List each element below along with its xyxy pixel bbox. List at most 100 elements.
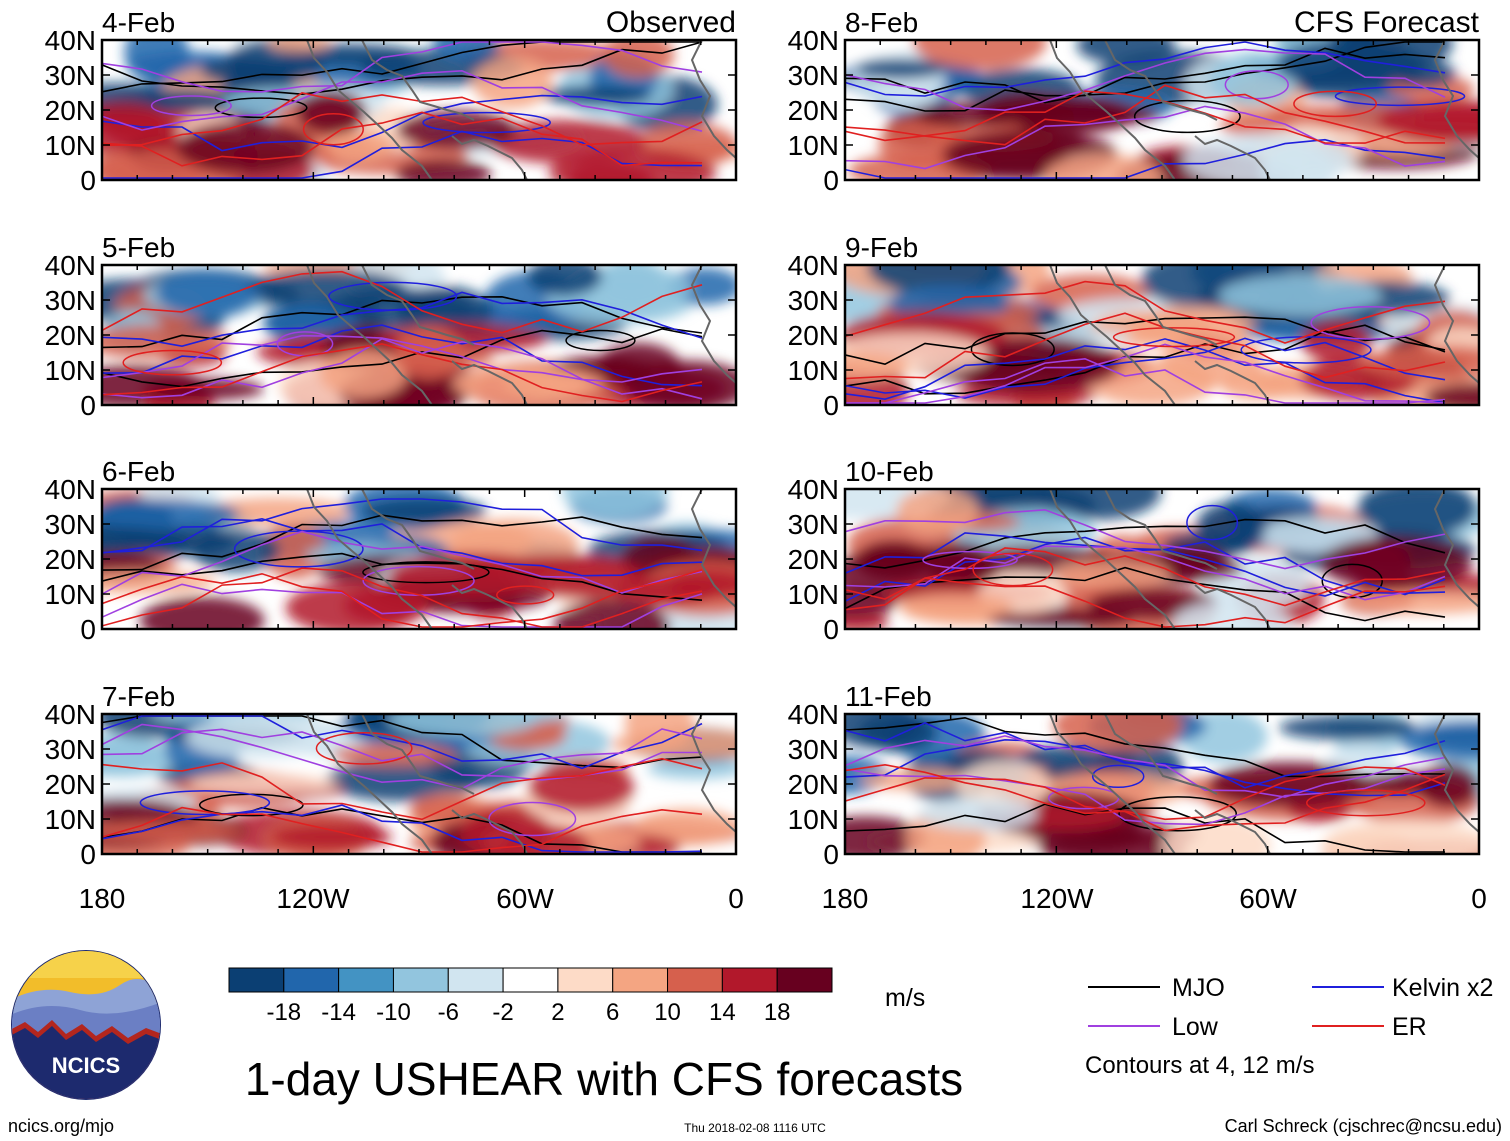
colorbar-swatch bbox=[502, 967, 559, 993]
colorbar-swatch bbox=[721, 967, 778, 993]
lat-tick: 0 bbox=[80, 839, 96, 870]
map-panel: 40N 30N 20N 10N 0 7-Feb bbox=[45, 681, 738, 870]
lat-tick: 30N bbox=[788, 734, 839, 765]
panel-header: Observed bbox=[606, 6, 736, 39]
map-panel: 40N 30N 20N 10N 0 10-Feb bbox=[788, 456, 1481, 645]
lat-tick: 10N bbox=[788, 130, 839, 161]
lat-tick: 40N bbox=[788, 250, 839, 281]
panel-date: 11-Feb bbox=[845, 681, 932, 712]
lat-tick: 0 bbox=[80, 165, 96, 196]
footer-right: Carl Schreck (cjschrec@ncsu.edu) bbox=[1225, 1116, 1502, 1136]
lon-tick: 60W bbox=[1239, 883, 1297, 914]
legend-label-kelvin: Kelvin x2 bbox=[1392, 974, 1493, 1002]
lat-tick: 40N bbox=[788, 474, 839, 505]
lon-tick: 120W bbox=[1020, 883, 1094, 914]
lat-tick: 10N bbox=[45, 579, 96, 610]
lat-tick: 20N bbox=[45, 320, 96, 351]
lat-tick: 40N bbox=[45, 699, 96, 730]
colorbar-label: -18 bbox=[266, 999, 301, 1026]
lon-tick: 60W bbox=[496, 883, 554, 914]
lat-tick: 30N bbox=[788, 285, 839, 316]
lat-tick: 0 bbox=[823, 390, 839, 421]
ncics-logo: NCICS bbox=[11, 950, 161, 1100]
legend-label-er: ER bbox=[1392, 1013, 1427, 1041]
contour-legend: MJO Kelvin x2 Low ER Contours at 4, 12 m… bbox=[1085, 974, 1493, 1079]
colorbar-swatch bbox=[667, 967, 723, 993]
map-panel: 40N 30N 20N 10N 0 8-Feb CFS Forecast bbox=[788, 6, 1481, 196]
colorbar-label: -6 bbox=[438, 999, 459, 1026]
lat-tick: 10N bbox=[788, 579, 839, 610]
main-title: 1-day USHEAR with CFS forecasts bbox=[245, 1053, 963, 1105]
lat-tick: 0 bbox=[80, 390, 96, 421]
legend-label-mjo: MJO bbox=[1172, 974, 1225, 1002]
colorbar-swatch bbox=[557, 967, 614, 993]
lat-tick: 10N bbox=[788, 804, 839, 835]
lat-tick: 30N bbox=[788, 509, 839, 540]
colorbar-label: -2 bbox=[492, 999, 513, 1026]
lat-tick: 0 bbox=[80, 614, 96, 645]
map-panel: 40N 30N 20N 10N 0 6-Feb bbox=[45, 456, 738, 645]
map-panel: 40N 30N 20N 10N 0 11-Feb bbox=[788, 681, 1481, 870]
colorbar-label: 18 bbox=[764, 999, 791, 1026]
panel-header: CFS Forecast bbox=[1294, 6, 1480, 39]
footer-center: Thu 2018-02-08 1116 UTC bbox=[684, 1121, 826, 1135]
lat-tick: 40N bbox=[45, 474, 96, 505]
legend-label-low: Low bbox=[1172, 1013, 1219, 1041]
lat-tick: 40N bbox=[788, 25, 839, 56]
lon-tick: 180 bbox=[822, 883, 869, 914]
colorbar-label: -10 bbox=[376, 999, 411, 1026]
lon-tick: 120W bbox=[276, 883, 350, 914]
colorbar-swatch bbox=[447, 967, 504, 993]
lat-tick: 10N bbox=[45, 355, 96, 386]
colorbar: -18 -14 -10 -6 -2 2 6 10 14 18 bbox=[228, 967, 833, 1026]
lat-tick: 30N bbox=[45, 734, 96, 765]
colorbar-swatch bbox=[338, 967, 394, 993]
logo-text: NCICS bbox=[52, 1053, 120, 1078]
colorbar-label: 10 bbox=[654, 999, 681, 1026]
lat-tick: 20N bbox=[788, 769, 839, 800]
colorbar-swatch bbox=[228, 967, 285, 993]
panel-date: 9-Feb bbox=[845, 232, 918, 263]
panel-date: 5-Feb bbox=[102, 232, 175, 263]
panel-date: 4-Feb bbox=[102, 7, 175, 38]
lat-tick: 40N bbox=[788, 699, 839, 730]
contour-note: Contours at 4, 12 m/s bbox=[1085, 1052, 1314, 1079]
colorbar-label: -14 bbox=[321, 999, 356, 1026]
lat-tick: 20N bbox=[788, 320, 839, 351]
lat-tick: 10N bbox=[788, 355, 839, 386]
colorbar-label: 2 bbox=[551, 999, 564, 1026]
colorbar-unit: m/s bbox=[885, 984, 925, 1012]
footer-left: ncics.org/mjo bbox=[8, 1116, 114, 1136]
panel-date: 7-Feb bbox=[102, 681, 175, 712]
map-panel: 40N 30N 20N 10N 0 4-Feb Observed bbox=[45, 6, 738, 196]
lat-tick: 10N bbox=[45, 804, 96, 835]
lat-tick: 30N bbox=[788, 60, 839, 91]
lat-tick: 40N bbox=[45, 250, 96, 281]
map-panel: 40N 30N 20N 10N 0 9-Feb bbox=[788, 232, 1481, 421]
longitude-axis-left: 180 120W 60W 0 bbox=[79, 883, 744, 914]
lat-tick: 0 bbox=[823, 839, 839, 870]
lat-tick: 20N bbox=[45, 544, 96, 575]
lat-tick: 30N bbox=[45, 509, 96, 540]
lat-tick: 30N bbox=[45, 285, 96, 316]
lat-tick: 20N bbox=[788, 544, 839, 575]
lon-tick: 180 bbox=[79, 883, 126, 914]
panel-date: 8-Feb bbox=[845, 7, 918, 38]
lat-tick: 20N bbox=[788, 95, 839, 126]
lat-tick: 40N bbox=[45, 25, 96, 56]
colorbar-label: 14 bbox=[709, 999, 736, 1026]
longitude-axis-right: 180 120W 60W 0 bbox=[822, 883, 1487, 914]
lat-tick: 0 bbox=[823, 614, 839, 645]
colorbar-swatch bbox=[776, 967, 833, 993]
lat-tick: 0 bbox=[823, 165, 839, 196]
lon-tick: 0 bbox=[728, 883, 744, 914]
colorbar-label: 6 bbox=[606, 999, 619, 1026]
map-panel: 40N 30N 20N 10N 0 5-Feb bbox=[45, 232, 738, 421]
lat-tick: 20N bbox=[45, 769, 96, 800]
panel-date: 6-Feb bbox=[102, 456, 175, 487]
colorbar-swatch bbox=[392, 967, 449, 993]
lat-tick: 10N bbox=[45, 130, 96, 161]
lat-tick: 30N bbox=[45, 60, 96, 91]
lat-tick: 20N bbox=[45, 95, 96, 126]
colorbar-swatch bbox=[612, 967, 669, 993]
